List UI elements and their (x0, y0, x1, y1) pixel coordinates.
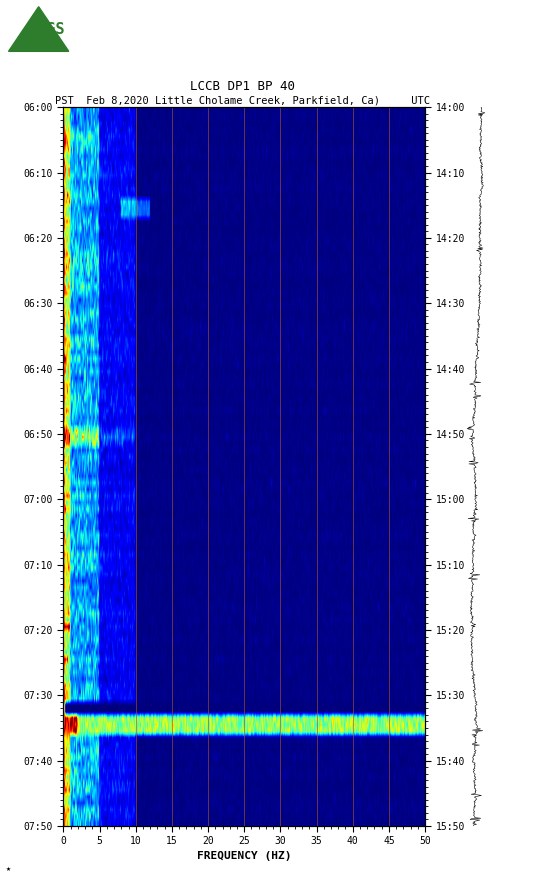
Text: ★: ★ (6, 864, 10, 873)
Polygon shape (8, 6, 69, 52)
X-axis label: FREQUENCY (HZ): FREQUENCY (HZ) (197, 851, 291, 861)
Text: PST  Feb 8,2020 Little Cholame Creek, Parkfield, Ca)     UTC: PST Feb 8,2020 Little Cholame Creek, Par… (55, 96, 431, 105)
Text: LCCB DP1 BP 40: LCCB DP1 BP 40 (190, 79, 295, 93)
Text: USGS: USGS (29, 21, 65, 37)
